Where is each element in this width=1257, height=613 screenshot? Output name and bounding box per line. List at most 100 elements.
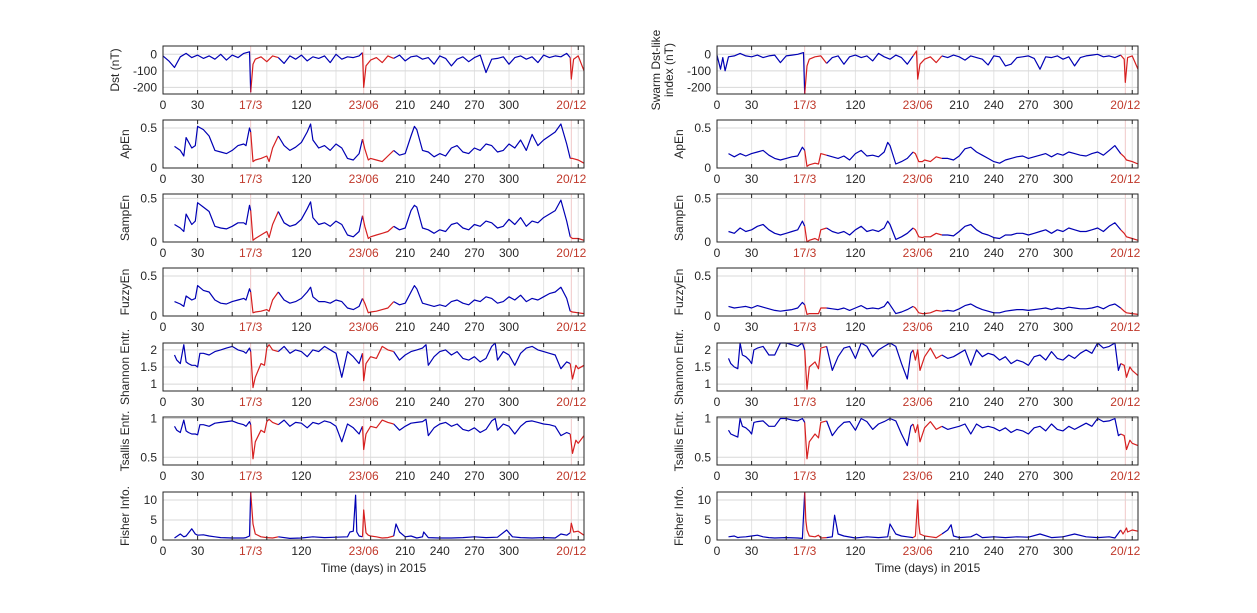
x-tick-label: 270 — [1018, 246, 1038, 260]
y-axis-label: Swarm Dst-like — [649, 29, 663, 110]
x-tick-label: 210 — [949, 395, 969, 409]
x-tick-label: 120 — [845, 395, 865, 409]
series-line — [941, 222, 1122, 240]
x-tick-label: 17/3 — [239, 98, 263, 112]
y-tick-label: 0 — [150, 533, 157, 547]
x-tick-label: 120 — [291, 172, 311, 186]
axes-frame — [716, 119, 1139, 169]
y-tick-label: 10 — [144, 493, 158, 507]
storm-series-line — [1120, 229, 1139, 241]
series-line — [941, 303, 1122, 314]
storm-series-line — [804, 345, 827, 390]
series-line — [393, 52, 571, 74]
storm-series-line — [912, 499, 943, 539]
x-tick-label: 270 — [464, 320, 484, 334]
y-tick-label: 1 — [150, 412, 157, 426]
storm-series-line — [250, 291, 279, 314]
x-tick-label: 240 — [984, 320, 1004, 334]
x-tick-label: 240 — [430, 544, 450, 558]
y-tick-label: 0 — [704, 47, 711, 61]
y-tick-label: 0.5 — [140, 450, 157, 464]
x-tick-label: 270 — [464, 98, 484, 112]
series-line — [173, 344, 252, 368]
series-line — [277, 123, 364, 161]
axes-frame — [162, 45, 585, 95]
y-tick-label: 0.5 — [140, 191, 157, 205]
series-line — [826, 301, 914, 315]
storm-series-line — [1120, 433, 1139, 451]
y-tick-label: -100 — [687, 64, 711, 78]
x-tick-label: 30 — [191, 544, 205, 558]
panel-dst: 0 30 17/3 120 23/06 210 240 270 300 20/12 0 -100 -20… — [108, 45, 587, 112]
x-tick-label: 23/06 — [349, 469, 379, 483]
plot-area — [717, 46, 1138, 94]
x-tick-label: 23/06 — [349, 98, 379, 112]
storm-series-line — [361, 419, 394, 451]
x-tick-label: 270 — [464, 172, 484, 186]
x-tick-label: 30 — [191, 469, 205, 483]
x-tick-label: 300 — [499, 544, 519, 558]
series-line — [826, 220, 914, 240]
plot-area — [717, 194, 1138, 242]
series-line — [393, 199, 571, 237]
x-tick-label: 30 — [745, 395, 759, 409]
y-axis-label: Dst (nT) — [108, 48, 122, 91]
storm-series-line — [361, 52, 394, 89]
x-tick-label: 17/3 — [793, 320, 817, 334]
y-tick-label: -200 — [133, 80, 157, 94]
plot-area — [163, 492, 584, 540]
axes-frame — [716, 491, 1139, 541]
storm-series-line — [912, 347, 943, 371]
x-tick-label: 240 — [984, 98, 1004, 112]
x-tick-label: 23/06 — [903, 544, 933, 558]
panel-shannon: 0 30 17/3 120 23/06 210 240 270 300 20/12 1 1.5 2 Sha… — [672, 329, 1141, 409]
panel-apen: 0 30 17/3 120 23/06 210 240 270 300 20/12 0 0.5 ApEn — [672, 119, 1141, 186]
series-line — [174, 202, 252, 233]
x-tick-label: 30 — [191, 246, 205, 260]
x-tick-label: 20/12 — [556, 172, 586, 186]
storm-series-line — [569, 363, 585, 380]
x-tick-label: 210 — [395, 395, 415, 409]
x-tick-label: 120 — [291, 98, 311, 112]
x-tick-label: 0 — [714, 98, 721, 112]
x-tick-label: 120 — [291, 395, 311, 409]
series-line — [277, 201, 364, 238]
x-tick-label: 0 — [714, 320, 721, 334]
y-tick-label: 10 — [698, 493, 712, 507]
x-tick-label: 120 — [291, 544, 311, 558]
axes-frame — [162, 416, 585, 466]
x-tick-label: 17/3 — [239, 544, 263, 558]
series-line — [716, 51, 806, 95]
y-tick-label: 0.5 — [694, 191, 711, 205]
x-tick-label: 210 — [395, 246, 415, 260]
axes-frame — [162, 342, 585, 392]
x-tick-label: 20/12 — [1110, 172, 1140, 186]
x-tick-label: 270 — [464, 246, 484, 260]
storm-series-line — [912, 305, 942, 315]
series-line — [826, 417, 914, 447]
x-tick-label: 240 — [430, 320, 450, 334]
x-tick-label: 300 — [1053, 320, 1073, 334]
x-tick-label: 120 — [845, 544, 865, 558]
series-line — [941, 417, 1122, 437]
y-tick-label: 5 — [704, 513, 711, 527]
storm-series-line — [569, 433, 585, 454]
storm-series-line — [912, 227, 943, 239]
axes-frame — [162, 491, 585, 541]
x-tick-label: 270 — [1018, 320, 1038, 334]
x-tick-label: 17/3 — [793, 98, 817, 112]
x-tick-label: 0 — [714, 246, 721, 260]
y-tick-label: 1.5 — [694, 360, 711, 374]
axes-frame — [162, 267, 585, 317]
x-tick-label: 240 — [984, 246, 1004, 260]
series-line — [826, 342, 914, 380]
x-tick-label: 23/06 — [349, 172, 379, 186]
y-axis-label: ApEn — [672, 129, 686, 158]
y-tick-label: 0 — [704, 533, 711, 547]
y-tick-label: -200 — [687, 80, 711, 94]
series-line — [393, 123, 571, 159]
x-tick-label: 17/3 — [793, 469, 817, 483]
x-tick-label: 30 — [745, 469, 759, 483]
x-tick-label: 17/3 — [239, 469, 263, 483]
